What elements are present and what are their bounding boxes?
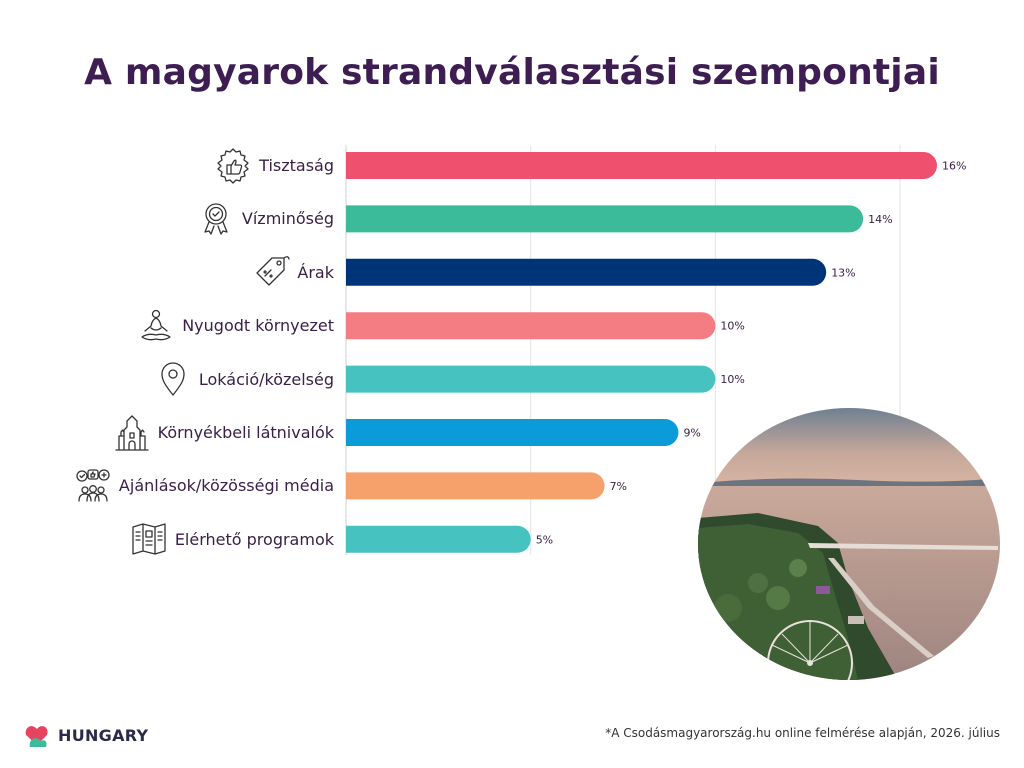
value-label: 13% (831, 266, 855, 279)
value-label: 16% (942, 160, 966, 173)
location-pin-icon (153, 359, 193, 399)
category-row: Árak (251, 252, 334, 292)
bar (346, 152, 937, 179)
tick-label: Lokáció/közelség (198, 369, 334, 389)
category-row: Tisztaság (213, 146, 334, 186)
bar (346, 419, 679, 446)
brochure-map-icon (129, 519, 169, 559)
category-row: Nyugodt környezet (136, 306, 334, 346)
tick-label: Tisztaság (259, 156, 334, 175)
value-label: 9% (683, 427, 700, 440)
tick-label: Árak (297, 262, 334, 282)
category-row: Elérhető programok (129, 519, 334, 559)
hungary-logo-mark-icon (22, 721, 52, 749)
bar (346, 525, 531, 553)
cathedral-icon (112, 413, 152, 453)
bar (346, 472, 605, 500)
bar (346, 365, 716, 393)
category-row: Környékbeli látnivalók (112, 413, 334, 453)
source-footnote: *A Csodásmagyarország.hu online felmérés… (605, 726, 1000, 740)
price-tag-icon (251, 252, 291, 292)
tick-label: Ajánlások/közösségi média (118, 476, 334, 496)
thumbs-up-badge-icon (213, 146, 253, 186)
bar (346, 312, 716, 340)
hungary-logo: HUNGARY (22, 720, 148, 750)
value-label: 7% (610, 480, 627, 493)
tick-label: Elérhető programok (174, 529, 334, 549)
social-people-icon (73, 466, 113, 506)
bar (346, 205, 864, 233)
category-row: Vízminőség (196, 199, 334, 239)
value-label: 10% (720, 373, 744, 386)
lake-balaton-photo (698, 408, 1000, 680)
tick-label: Környékbeli látnivalók (157, 423, 334, 442)
category-row: Lokáció/közelség (153, 359, 334, 399)
rosette-award-icon (196, 199, 236, 239)
category-row: Ajánlások/közösségi média (73, 466, 334, 506)
value-label: 5% (536, 533, 553, 546)
bar (346, 258, 827, 286)
chart-title: A magyarok strandválasztási szempontjai (84, 52, 940, 93)
hungary-logo-text: HUNGARY (58, 725, 149, 745)
value-label: 14% (868, 213, 892, 226)
tick-label: Nyugodt környezet (182, 316, 334, 336)
tick-label: Vízminőség (241, 209, 334, 229)
value-label: 10% (720, 320, 744, 333)
meditation-icon (136, 306, 176, 346)
